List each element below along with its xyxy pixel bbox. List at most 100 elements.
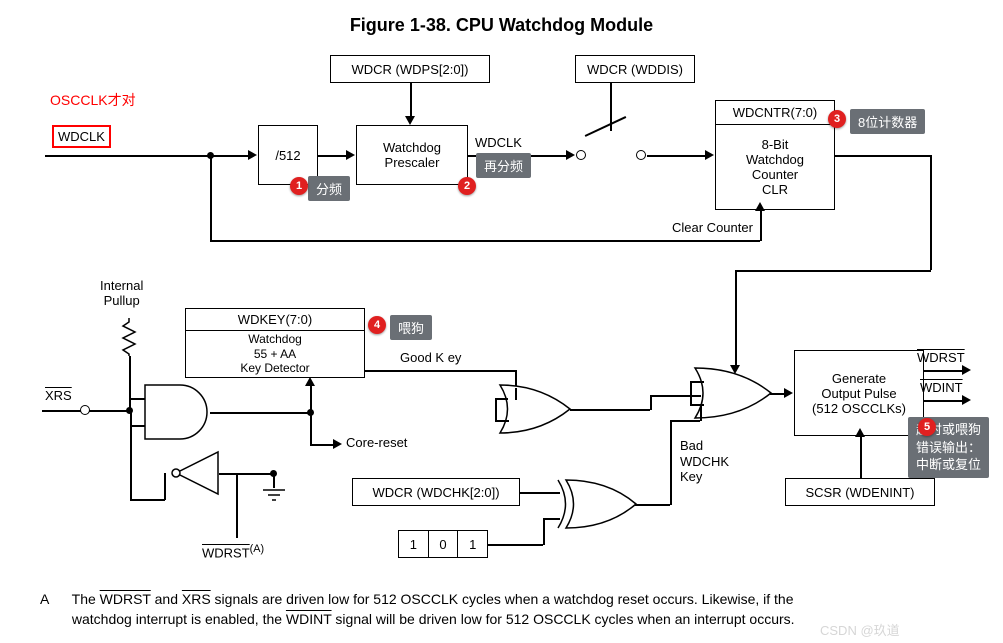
wdrst-a-label: WDRST(A) (202, 543, 264, 560)
wdcr-wdps-block: WDCR (WDPS[2:0]) (330, 55, 490, 83)
wire (835, 155, 930, 157)
core-reset-label: Core-reset (346, 435, 407, 450)
wire (543, 518, 545, 545)
wire (670, 420, 672, 505)
arrow-icon (962, 365, 971, 375)
badge-3: 3 (828, 110, 846, 128)
wire (130, 425, 145, 427)
wire (310, 385, 312, 445)
wdcntr-l3: Counter (746, 167, 804, 182)
wire (130, 398, 145, 400)
annotation-3: 8位计数器 (850, 109, 925, 134)
wire (236, 473, 238, 538)
wire (164, 473, 166, 500)
wire (210, 155, 250, 157)
xrs-label: XRS (45, 388, 72, 403)
wire (690, 381, 704, 383)
or-gate-icon (500, 385, 575, 433)
annotation-4: 喂狗 (390, 315, 432, 340)
bit-cell: 0 (429, 531, 459, 557)
wire (610, 83, 612, 131)
wdrst-out-label: WDRST (917, 350, 965, 365)
wdkey-l1: Watchdog (240, 332, 309, 346)
arrow-icon (705, 150, 714, 160)
arrow-icon (305, 377, 315, 386)
clear-counter-label: Clear Counter (672, 220, 753, 235)
arrow-icon (333, 439, 342, 449)
badge-2: 2 (458, 177, 476, 195)
wire (515, 388, 517, 400)
arrow-icon (346, 150, 355, 160)
wire (210, 155, 212, 240)
wire (650, 395, 652, 410)
resistor-icon (123, 318, 135, 356)
genpulse-l3: (512 OSCCLKs) (812, 401, 906, 416)
wire (495, 420, 500, 422)
switch-terminal (576, 150, 586, 160)
wire (273, 473, 275, 488)
wire (495, 398, 508, 400)
genpulse-l1: Generate (832, 371, 886, 386)
badge-4: 4 (368, 316, 386, 334)
switch-terminal (636, 150, 646, 160)
badge-5: 5 (918, 418, 936, 436)
wire (210, 240, 760, 242)
wire (760, 210, 762, 241)
wdcr-wdchk-text: WDCR (WDCHK[2:0]) (372, 485, 499, 500)
bit-cell: 1 (399, 531, 429, 557)
arrow-icon (855, 428, 865, 437)
wire (930, 155, 932, 270)
wdkey-l2: 55 + AA (240, 347, 309, 361)
wire (45, 155, 210, 157)
scsr-text: SCSR (WDENINT) (805, 485, 914, 500)
wdcntr-block: WDCNTR(7:0) 8-Bit Watchdog Counter CLR (715, 100, 835, 210)
wire (700, 395, 701, 397)
inverter-icon (172, 452, 220, 496)
wire (495, 398, 497, 421)
wire (130, 499, 165, 501)
wire (735, 270, 737, 368)
wdcntr-l2: Watchdog (746, 152, 804, 167)
wire (520, 492, 560, 494)
wire (488, 544, 543, 546)
footnote-letter: A (40, 590, 68, 610)
generate-pulse-block: Generate Output Pulse (512 OSCCLKs) (794, 350, 924, 436)
prescaler-block: Watchdog Prescaler (356, 125, 468, 185)
wire (129, 356, 131, 410)
wire (700, 404, 702, 421)
wire (670, 420, 700, 422)
wire (219, 473, 274, 475)
wire (508, 420, 509, 422)
wdcr-wddis-block: WDCR (WDDIS) (575, 55, 695, 83)
internal-pullup-label: Internal Pullup (100, 278, 143, 308)
arrow-icon (248, 150, 257, 160)
wdkey-block: WDKEY(7:0) Watchdog 55 + AA Key Detector (185, 308, 365, 378)
wire (924, 400, 964, 402)
bits-block: 1 0 1 (398, 530, 488, 558)
good-key-label: Good K ey (400, 350, 461, 365)
wdcntr-l4: CLR (746, 182, 804, 197)
genpulse-l2: Output Pulse (821, 386, 896, 401)
ground-icon (263, 488, 285, 502)
wire (365, 370, 515, 372)
scsr-block: SCSR (WDENINT) (785, 478, 935, 506)
wire (310, 444, 335, 446)
wdcr-wddis-text: WDCR (WDDIS) (587, 62, 683, 77)
wire (635, 504, 670, 506)
wire (410, 83, 412, 118)
arrow-icon (962, 395, 971, 405)
arrow-icon (405, 116, 415, 125)
arrow-icon (784, 388, 793, 398)
div512-text: /512 (275, 148, 300, 163)
terminal (80, 405, 90, 415)
xor-gate-icon (558, 480, 640, 528)
wdcr-wdps-text: WDCR (WDPS[2:0]) (352, 62, 469, 77)
wire (735, 270, 931, 272)
wdclk-mid-label: WDCLK (475, 135, 522, 150)
prescaler-text1: Watchdog (383, 140, 441, 155)
arrow-icon (755, 202, 765, 211)
arrow-icon (566, 150, 575, 160)
wdcntr-l1: 8-Bit (746, 137, 804, 152)
wdclk-input-label: WDCLK (52, 125, 111, 148)
oscclk-note: OSCCLK才对 (50, 90, 136, 110)
